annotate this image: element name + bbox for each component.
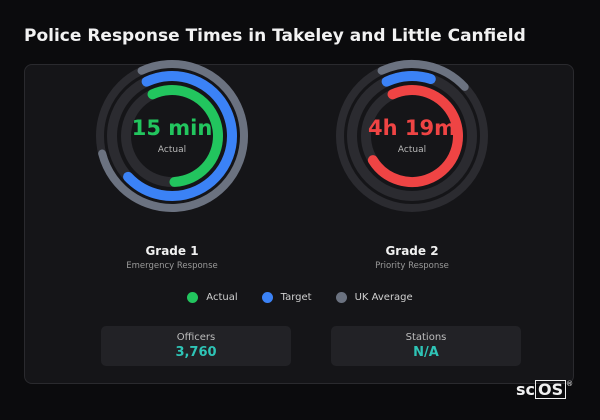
grade-2-rings (336, 60, 488, 212)
officers-value: 3,760 (175, 345, 217, 360)
grade-1-title: Grade 1 (145, 244, 199, 258)
page-title: Police Response Times in Takeley and Lit… (24, 26, 526, 46)
officers-label: Officers (176, 332, 216, 343)
grade-2-title: Grade 2 (385, 244, 439, 258)
grade-2-subtitle: Priority Response (375, 261, 449, 271)
grade-1-value-label: Actual (157, 145, 187, 155)
grade-1-value: 15 min (131, 116, 213, 140)
grade-2-value-label: Actual (397, 145, 427, 155)
legend-item-target: Target (261, 292, 312, 303)
legend-label-target: Target (280, 292, 312, 303)
grade-2-caption: Grade 2 Priority Response (312, 244, 512, 271)
grade-2-gauge: 4h 19m Actual (312, 36, 512, 236)
grade-2-value: 4h 19m (368, 116, 456, 140)
ring-target (107, 71, 237, 201)
legend: Actual Target UK Average (0, 292, 600, 303)
stations-stat: Stations N/A (331, 326, 521, 366)
grade-1-caption: Grade 1 Emergency Response (72, 244, 272, 271)
grade-1-subtitle: Emergency Response (126, 261, 218, 271)
legend-dot-uk-average (335, 292, 347, 303)
brand-logo: sc OS ® (516, 380, 574, 399)
legend-label-uk-average: UK Average (354, 292, 413, 303)
legend-label-actual: Actual (206, 292, 238, 303)
officers-stat: Officers 3,760 (101, 326, 291, 366)
stations-value: N/A (413, 345, 439, 360)
ring-actual (121, 85, 223, 187)
ring-actual (361, 85, 463, 187)
stations-label: Stations (405, 332, 447, 343)
grade-1-rings (96, 60, 248, 212)
legend-dot-target (261, 292, 273, 303)
ring-average (96, 60, 248, 212)
ring-average (336, 60, 488, 212)
grade-1-gauge: 15 min Actual (72, 36, 272, 236)
legend-item-actual: Actual (187, 292, 238, 303)
legend-dot-actual (187, 292, 199, 303)
legend-item-uk-average: UK Average (335, 292, 413, 303)
ring-target (347, 71, 477, 201)
